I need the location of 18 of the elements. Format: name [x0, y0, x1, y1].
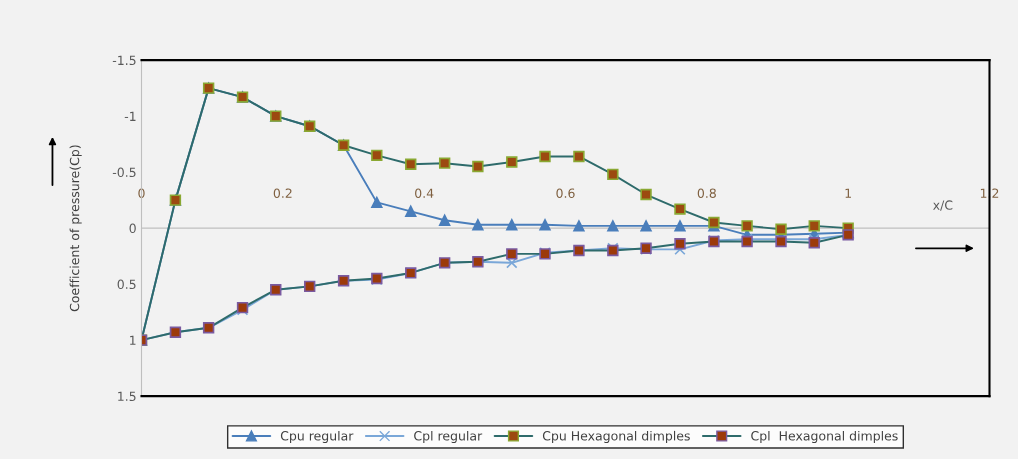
y-tick-label: 1.5 — [118, 391, 136, 402]
x-tick-label: 0.2 — [273, 188, 292, 198]
y-tick-label: 0.5 — [117, 279, 136, 290]
legend-label: Cpu regular — [280, 430, 354, 443]
legend-label: Cpl regular — [414, 430, 483, 443]
y-tick-label: 0 — [129, 223, 136, 234]
y-axis-title: Coefficient of pressure(Cp) — [69, 145, 82, 312]
y-tick-label: -1 — [124, 111, 136, 121]
x-axis-title: x/C — [933, 200, 953, 211]
legend-label: Cpl Hexagonal dimples — [751, 430, 898, 443]
y-tick-label: 1 — [130, 335, 136, 345]
y-tick-label: -1.5 — [112, 55, 136, 66]
x-tick-label: 0.8 — [697, 188, 716, 198]
x-tick-label: 0.6 — [556, 188, 575, 198]
y-tick-label: -0.5 — [112, 167, 136, 178]
x-tick-label: 1 — [845, 188, 851, 198]
legend-label: Cpu Hexagonal dimples — [542, 430, 690, 443]
x-tick-label: 0.4 — [415, 188, 434, 198]
